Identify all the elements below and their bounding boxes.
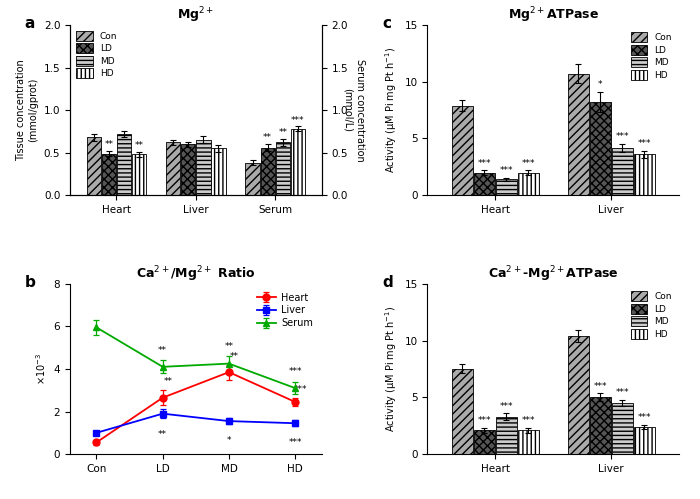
Bar [518, 173, 539, 195]
Bar [102, 154, 116, 195]
Bar [589, 397, 610, 454]
Text: ***: *** [615, 388, 629, 397]
Text: ***: *** [500, 402, 513, 411]
Bar [634, 154, 654, 195]
Y-axis label: Serum concentration
(mmol/L): Serum concentration (mmol/L) [343, 59, 365, 162]
Bar [634, 427, 654, 454]
Y-axis label: Activity (μM Pi mg Pt h$^{-1}$): Activity (μM Pi mg Pt h$^{-1}$) [383, 306, 399, 432]
Text: **: ** [230, 352, 239, 361]
Title: Ca$^{2+}$-Mg$^{2+}$ATPase: Ca$^{2+}$-Mg$^{2+}$ATPase [488, 264, 619, 284]
Bar [612, 403, 633, 454]
Bar [452, 369, 472, 454]
Text: **: ** [134, 141, 144, 150]
Legend: Heart, Liver, Serum: Heart, Liver, Serum [253, 288, 317, 332]
Title: Mg$^{2+}$ATPase: Mg$^{2+}$ATPase [508, 5, 598, 25]
Bar [181, 144, 195, 195]
Text: ***: *** [477, 417, 491, 426]
Text: d: d [382, 275, 393, 290]
Text: ***: *** [288, 367, 302, 376]
Bar [196, 140, 211, 195]
Text: *: * [227, 436, 231, 445]
Bar [474, 430, 495, 454]
Text: ***: *** [638, 413, 651, 422]
Text: ***: *** [294, 385, 307, 394]
Text: ***: *** [615, 132, 629, 141]
Y-axis label: Activity (μM Pi mg Pt h$^{-1}$): Activity (μM Pi mg Pt h$^{-1}$) [383, 47, 399, 173]
Text: **: ** [104, 140, 113, 149]
Text: *: * [598, 80, 603, 89]
Bar [589, 102, 610, 195]
Bar [211, 148, 225, 195]
Bar [612, 148, 633, 195]
Bar [452, 106, 472, 195]
Bar [290, 129, 305, 195]
Bar [246, 163, 260, 195]
Bar [496, 179, 517, 195]
Text: ***: *** [288, 438, 302, 447]
Text: **: ** [225, 342, 233, 351]
Bar [568, 336, 589, 454]
Text: a: a [25, 16, 35, 31]
Text: ***: *** [638, 139, 651, 148]
Text: **: ** [263, 133, 272, 142]
Bar [568, 74, 589, 195]
Text: ***: *** [522, 159, 535, 168]
Y-axis label: ×10$^{-3}$: ×10$^{-3}$ [34, 353, 48, 385]
Bar [166, 142, 181, 195]
Legend: Con, LD, MD, HD: Con, LD, MD, HD [628, 29, 675, 83]
Text: **: ** [158, 430, 167, 439]
Text: ***: *** [594, 382, 607, 391]
Title: Mg$^{2+}$: Mg$^{2+}$ [177, 5, 214, 25]
Legend: Con, LD, MD, HD: Con, LD, MD, HD [628, 288, 675, 342]
Bar [132, 154, 146, 195]
Text: c: c [382, 16, 391, 31]
Text: ***: *** [500, 166, 513, 175]
Bar [496, 417, 517, 454]
Y-axis label: Tissue concentration
(mmol/gprot): Tissue concentration (mmol/gprot) [17, 59, 38, 161]
Bar [518, 430, 539, 454]
Bar [474, 173, 495, 195]
Text: ***: *** [291, 116, 304, 125]
Text: ***: *** [477, 159, 491, 168]
Bar [87, 137, 101, 195]
Bar [117, 134, 131, 195]
Text: **: ** [279, 128, 287, 137]
Text: **: ** [158, 346, 167, 355]
Text: ***: *** [522, 417, 535, 426]
Bar [276, 142, 290, 195]
Text: b: b [25, 275, 36, 290]
Title: Ca$^{2+}$/Mg$^{2+}$ Ratio: Ca$^{2+}$/Mg$^{2+}$ Ratio [136, 264, 256, 284]
Bar [260, 148, 275, 195]
Legend: Con, LD, MD, HD: Con, LD, MD, HD [74, 29, 119, 80]
Text: **: ** [164, 377, 172, 386]
